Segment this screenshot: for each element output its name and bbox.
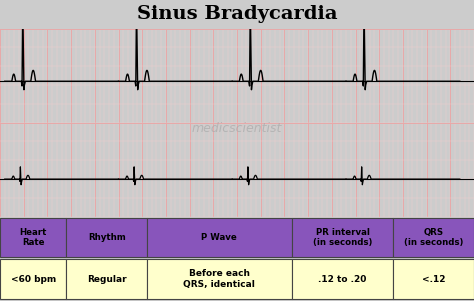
- Text: Before each
QRS, identical: Before each QRS, identical: [183, 269, 255, 289]
- Text: <60 bpm: <60 bpm: [10, 275, 56, 284]
- Bar: [0, 219, 66, 257]
- Bar: [393, 219, 474, 257]
- Bar: [393, 259, 474, 299]
- Text: Heart
Rate: Heart Rate: [19, 228, 47, 247]
- Text: Sinus Bradycardia: Sinus Bradycardia: [137, 5, 337, 23]
- Bar: [147, 259, 292, 299]
- Text: Regular: Regular: [87, 275, 127, 284]
- Bar: [147, 219, 292, 257]
- Text: <.12: <.12: [422, 275, 446, 284]
- Text: P Wave: P Wave: [201, 233, 237, 242]
- Text: PR interval
(in seconds): PR interval (in seconds): [313, 228, 372, 247]
- Text: .12 to .20: .12 to .20: [318, 275, 367, 284]
- Bar: [292, 259, 393, 299]
- Text: Rhythm: Rhythm: [88, 233, 126, 242]
- Bar: [66, 259, 147, 299]
- Text: medicscientist: medicscientist: [192, 122, 282, 135]
- Bar: [292, 219, 393, 257]
- Bar: [66, 219, 147, 257]
- Bar: [0, 259, 66, 299]
- Text: QRS
(in seconds): QRS (in seconds): [404, 228, 464, 247]
